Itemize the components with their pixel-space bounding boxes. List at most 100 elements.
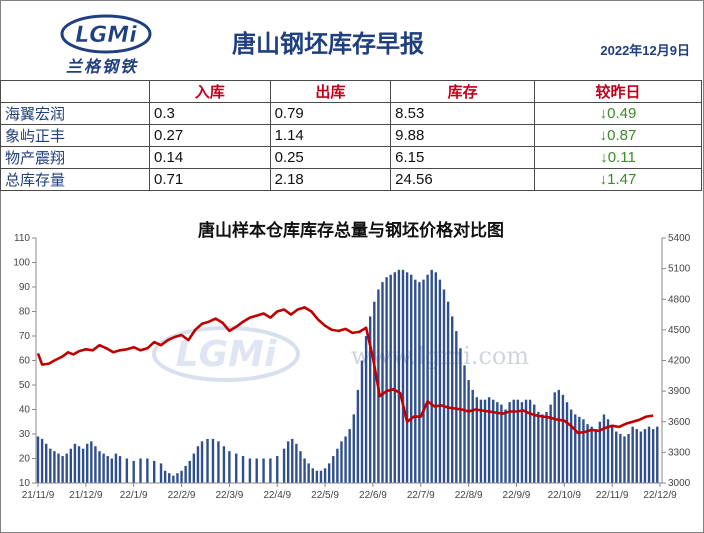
- inventory-bar: [286, 441, 290, 483]
- inventory-bar: [418, 282, 421, 483]
- inventory-bar: [569, 409, 573, 483]
- column-header: 库存: [390, 80, 536, 103]
- inventory-bar: [557, 389, 561, 483]
- change-value: ↓0.11: [534, 146, 702, 169]
- right-tick-label: 3300: [668, 447, 691, 458]
- inventory-bar: [125, 458, 129, 483]
- left-tick-label: 20: [19, 454, 31, 465]
- left-tick-label: 50: [19, 380, 31, 391]
- inventory-bar: [110, 458, 114, 483]
- inventory-bar: [590, 426, 593, 483]
- inventory-bar: [594, 429, 597, 483]
- left-tick-label: 90: [19, 282, 31, 293]
- inventory-bar: [574, 414, 577, 483]
- x-tick-label: 22/3/9: [215, 490, 243, 501]
- table-header-row: 入库 出库 库存 较昨日: [0, 80, 702, 103]
- inventory-bar: [602, 414, 606, 483]
- inventory-bar: [553, 392, 556, 483]
- warehouse-name: 海翼宏润: [0, 102, 150, 125]
- inventory-bar: [373, 301, 376, 483]
- left-tick-label: 70: [19, 331, 31, 342]
- inventory-bar: [73, 443, 77, 483]
- warehouse-name: 象屿正丰: [0, 124, 150, 147]
- warehouse-name: 物产震翔: [0, 146, 150, 169]
- inventory-bar: [516, 399, 520, 483]
- inventory-bar: [57, 453, 60, 483]
- inventory-bar: [619, 434, 622, 483]
- outbound-value: 0.25: [269, 146, 392, 169]
- inventory-bar: [364, 336, 368, 483]
- inventory-bar: [368, 316, 372, 483]
- inventory-bar: [565, 402, 569, 483]
- billet-price-line: [36, 306, 654, 435]
- right-tick-label: 5400: [668, 233, 691, 244]
- inventory-bar: [410, 274, 413, 483]
- change-value: ↓0.49: [534, 102, 702, 125]
- inventory-bar: [651, 429, 655, 483]
- inventory-bar: [582, 419, 585, 483]
- inventory-bar: [356, 389, 360, 483]
- x-tick-label: 21/11/9: [22, 490, 55, 501]
- inventory-bar: [541, 414, 544, 483]
- logo-subtitle: 兰格钢铁: [66, 57, 139, 76]
- inventory-bar: [533, 404, 536, 483]
- inventory-bar: [319, 470, 323, 483]
- right-tick-label: 3000: [668, 478, 691, 489]
- inventory-bar: [228, 451, 231, 483]
- inventory-bar: [610, 426, 614, 483]
- inventory-bar: [248, 458, 252, 483]
- stock-value: 6.15: [390, 146, 536, 169]
- inventory-bar: [639, 431, 643, 483]
- table-row: 海翼宏润 0.3 0.79 8.53 ↓0.49: [0, 102, 702, 125]
- inventory-bar: [545, 411, 548, 483]
- inventory-bar: [647, 426, 651, 483]
- inbound-value: 0.3: [149, 102, 271, 125]
- right-tick-label: 4200: [668, 356, 691, 367]
- inventory-bar: [578, 416, 581, 483]
- inventory-bar: [467, 380, 470, 483]
- x-tick-label: 22/10/9: [548, 490, 582, 501]
- table-row: 象屿正丰 0.27 1.14 9.88 ↓0.87: [0, 124, 702, 147]
- left-tick-label: 110: [14, 233, 30, 244]
- inventory-bar: [586, 424, 589, 483]
- inventory-bar: [385, 277, 388, 483]
- inventory-bar: [53, 451, 56, 483]
- inventory-bar: [327, 463, 331, 483]
- inventory-bar: [479, 399, 483, 483]
- inventory-bar: [146, 458, 149, 483]
- inventory-bar: [98, 451, 101, 483]
- inventory-bar: [627, 434, 630, 483]
- inventory-bar: [344, 436, 347, 483]
- outbound-value: 1.14: [269, 124, 392, 147]
- inventory-bar: [426, 274, 429, 483]
- inventory-bar: [269, 458, 272, 483]
- report-header: LGMi 兰格钢铁 唐山钢坯库存早报 2022年12月9日: [0, 0, 702, 80]
- left-tick-label: 40: [19, 405, 31, 416]
- inventory-bar: [222, 446, 226, 483]
- inventory-bar: [598, 421, 602, 483]
- inventory-bar: [65, 453, 68, 483]
- inventory-bar: [643, 429, 647, 483]
- inventory-bar: [61, 456, 64, 483]
- column-header: 出库: [269, 80, 392, 103]
- inventory-bar: [340, 441, 343, 483]
- inventory-bar: [492, 399, 495, 483]
- inventory-bar: [422, 279, 425, 483]
- inventory-bar: [336, 448, 339, 483]
- inventory-bar: [172, 475, 175, 483]
- inventory-bar: [401, 269, 405, 483]
- x-tick-label: 22/11/9: [596, 490, 629, 501]
- inventory-bar: [451, 316, 454, 483]
- page-title: 唐山钢坯库存早报: [232, 30, 424, 58]
- inventory-bar: [459, 348, 462, 483]
- inventory-bar: [352, 414, 355, 483]
- inventory-bar: [438, 279, 442, 483]
- inventory-bar: [152, 460, 156, 483]
- left-tick-label: 10: [19, 478, 31, 489]
- inventory-bar: [206, 438, 209, 483]
- svg-text:LGMi: LGMi: [75, 23, 137, 48]
- inventory-bar: [348, 429, 351, 483]
- inventory-bar: [434, 272, 438, 483]
- inventory-bar: [303, 458, 306, 483]
- inventory-bar: [528, 399, 532, 483]
